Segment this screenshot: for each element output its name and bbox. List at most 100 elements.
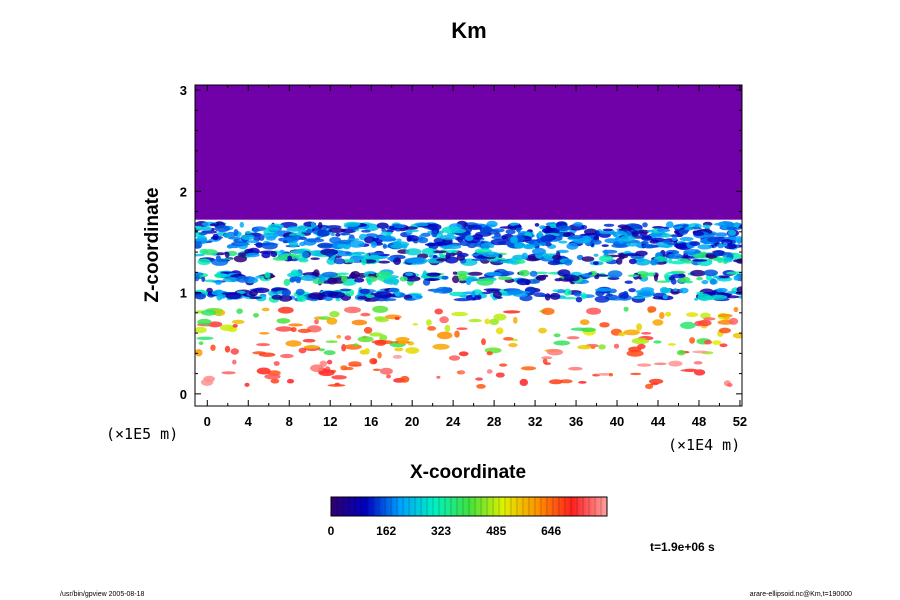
field-blob bbox=[468, 318, 482, 323]
field-blob bbox=[728, 317, 739, 325]
field-blob bbox=[690, 269, 706, 277]
field-blob bbox=[417, 236, 429, 244]
field-blob bbox=[542, 358, 548, 365]
field-blob bbox=[559, 379, 573, 384]
field-blob bbox=[367, 278, 373, 286]
field-blob bbox=[338, 239, 351, 245]
field-marks bbox=[195, 220, 742, 390]
field-blob bbox=[444, 324, 451, 333]
field-blob bbox=[602, 228, 613, 232]
field-blob bbox=[256, 367, 271, 375]
field-blob bbox=[400, 375, 410, 383]
field-blob bbox=[534, 223, 540, 227]
y-tick-label: 0 bbox=[180, 387, 187, 402]
field-blob bbox=[305, 274, 311, 278]
field-blob bbox=[541, 227, 560, 234]
field-blob bbox=[689, 337, 696, 344]
field-blob bbox=[364, 348, 370, 355]
field-blob bbox=[500, 260, 518, 264]
field-blob bbox=[283, 278, 291, 286]
field-blob bbox=[653, 340, 662, 344]
field-blob bbox=[330, 232, 335, 237]
field-blob bbox=[378, 260, 391, 264]
field-blob bbox=[718, 275, 730, 279]
field-blob bbox=[717, 259, 723, 264]
field-blob bbox=[635, 290, 643, 294]
field-blob bbox=[328, 291, 346, 299]
field-blob bbox=[694, 224, 699, 228]
field-blob bbox=[357, 336, 374, 343]
field-blob bbox=[733, 222, 740, 228]
field-blob bbox=[370, 241, 377, 249]
field-blob bbox=[233, 255, 247, 263]
field-blob bbox=[666, 271, 681, 275]
field-blob bbox=[566, 336, 580, 340]
field-blob bbox=[621, 225, 632, 230]
field-blob bbox=[578, 226, 583, 230]
field-blob bbox=[656, 228, 671, 233]
field-blob bbox=[736, 286, 742, 294]
field-blob bbox=[405, 298, 416, 301]
field-blob bbox=[702, 238, 708, 245]
field-blob bbox=[726, 271, 742, 275]
field-blob bbox=[347, 238, 360, 241]
field-blob bbox=[427, 223, 442, 231]
field-blob bbox=[520, 366, 537, 371]
field-blob bbox=[255, 275, 265, 279]
field-blob bbox=[499, 363, 508, 367]
field-blob bbox=[676, 349, 686, 356]
field-blob bbox=[495, 372, 505, 378]
field-blob bbox=[712, 340, 722, 345]
field-blob bbox=[405, 229, 413, 235]
x-tick-label: 28 bbox=[487, 414, 501, 429]
field-blob bbox=[693, 231, 704, 237]
field-blob bbox=[326, 359, 333, 365]
field-blob bbox=[448, 355, 461, 361]
field-blob bbox=[317, 222, 323, 229]
field-blob bbox=[421, 247, 437, 256]
field-blob bbox=[667, 343, 677, 346]
upper-uniform-layer bbox=[195, 85, 742, 220]
field-blob bbox=[386, 374, 391, 379]
field-blob bbox=[345, 251, 351, 255]
field-blob bbox=[301, 251, 310, 259]
field-blob bbox=[195, 237, 204, 242]
field-blob bbox=[650, 259, 659, 266]
field-blob bbox=[704, 339, 712, 345]
field-blob bbox=[458, 273, 467, 281]
field-blob bbox=[700, 251, 707, 256]
field-blob bbox=[594, 295, 610, 303]
field-blob bbox=[431, 230, 438, 238]
colorbar-ticks: 0 162 323 485 646 bbox=[328, 524, 562, 538]
field-blob bbox=[216, 293, 223, 301]
field-blob bbox=[714, 232, 729, 237]
field-blob bbox=[414, 222, 429, 227]
field-blob bbox=[702, 224, 711, 228]
field-blob bbox=[507, 289, 524, 295]
field-blob bbox=[211, 258, 229, 266]
field-blob bbox=[396, 238, 402, 242]
field-blob bbox=[236, 308, 243, 315]
footer-right: arare-ellipsoid.nc@Km,t=190000 bbox=[750, 591, 852, 598]
field-blob bbox=[683, 249, 702, 255]
field-blob bbox=[577, 345, 592, 350]
x-tick-label: 8 bbox=[286, 414, 293, 429]
field-blob bbox=[376, 222, 389, 229]
x-tick-label: 36 bbox=[569, 414, 583, 429]
field-blob bbox=[716, 287, 728, 293]
field-blob bbox=[458, 351, 469, 357]
field-blob bbox=[628, 258, 637, 265]
field-blob bbox=[553, 340, 571, 346]
field-blob bbox=[261, 232, 279, 239]
field-blob bbox=[201, 309, 217, 316]
field-blob bbox=[549, 223, 557, 229]
field-blob bbox=[697, 293, 711, 302]
x-tick-label: 40 bbox=[610, 414, 624, 429]
field-blob bbox=[313, 269, 320, 277]
field-blob bbox=[552, 289, 559, 293]
field-blob bbox=[351, 251, 366, 255]
field-blob bbox=[686, 312, 699, 318]
field-blob bbox=[336, 334, 342, 339]
field-blob bbox=[226, 245, 233, 249]
field-blob bbox=[637, 363, 652, 367]
